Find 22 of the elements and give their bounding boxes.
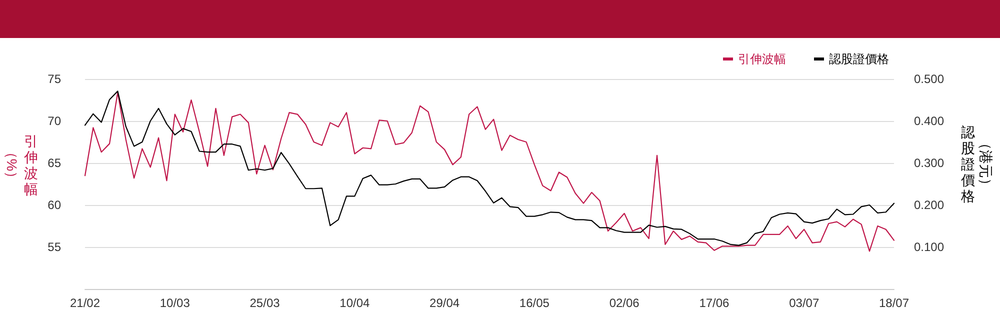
y-tick-label: 75 bbox=[48, 72, 62, 86]
y-tick-label: 55 bbox=[48, 240, 62, 254]
y2-tick-label: 0.100 bbox=[914, 240, 944, 254]
y-tick-label: 65 bbox=[48, 156, 62, 170]
y2-tick-label: 0.400 bbox=[914, 114, 944, 128]
y2-tick-label: 0.300 bbox=[914, 156, 944, 170]
x-tick-label: 16/05 bbox=[519, 296, 550, 310]
legend-label: 認股證價格 bbox=[829, 52, 889, 66]
x-tick-label: 29/04 bbox=[430, 296, 460, 310]
x-tick-label: 03/07 bbox=[789, 296, 820, 310]
x-tick-label: 02/06 bbox=[609, 296, 640, 310]
x-tick-label: 21/02 bbox=[70, 296, 100, 310]
y2-tick-label: 0.500 bbox=[914, 72, 944, 86]
y-tick-label: 70 bbox=[48, 114, 62, 128]
y2-tick-label: 0.200 bbox=[914, 198, 944, 212]
y-tick-label: 60 bbox=[48, 198, 62, 212]
x-tick-label: 17/06 bbox=[699, 296, 730, 310]
x-tick-label: 10/04 bbox=[340, 296, 370, 310]
x-tick-label: 25/03 bbox=[250, 296, 280, 310]
legend-label: 引伸波幅 bbox=[738, 52, 786, 66]
x-tick-label: 10/03 bbox=[160, 296, 190, 310]
x-tick-label: 18/07 bbox=[878, 296, 910, 310]
